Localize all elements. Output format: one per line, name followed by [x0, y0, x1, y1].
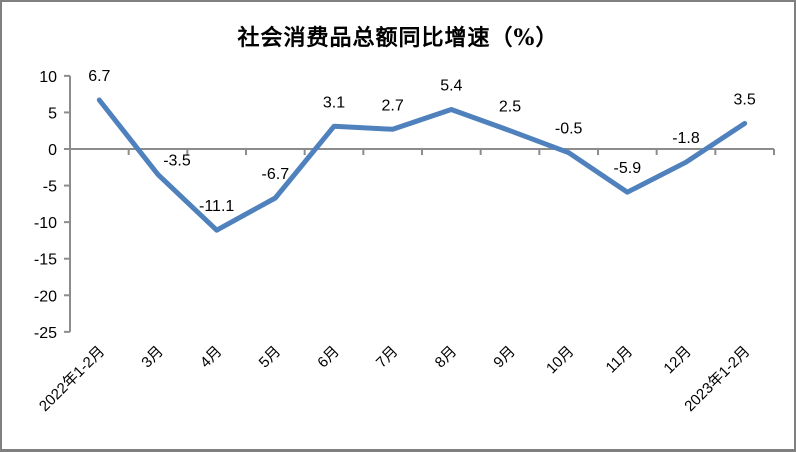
x-axis-category-label: 10月: [543, 343, 577, 377]
data-point-label: -5.9: [614, 160, 642, 177]
x-axis-category-label: 8月: [432, 343, 461, 372]
data-point-label: 3.1: [323, 94, 345, 111]
data-point-label: 2.5: [499, 99, 521, 116]
y-axis-tick-label: 10: [39, 69, 57, 86]
x-axis-category-label: 2022年1-2月: [36, 343, 108, 415]
data-point-label: 5.4: [440, 78, 462, 95]
x-axis-category-label: 3月: [138, 343, 167, 372]
chart-title: 社会消费品总额同比增速（%）: [237, 25, 559, 51]
data-point-label: 3.5: [734, 91, 756, 108]
data-point-label: -11.1: [199, 198, 234, 215]
y-axis-tick-label: 0: [48, 142, 57, 159]
data-point-label: -3.5: [163, 153, 191, 170]
x-axis-category-label: 5月: [256, 343, 285, 372]
y-axis-tick-label: -5: [43, 179, 57, 196]
x-axis-category-label: 6月: [314, 343, 343, 372]
x-axis-category-label: 9月: [490, 343, 519, 372]
y-axis-tick-label: -10: [34, 215, 57, 232]
data-point-label: -6.7: [262, 166, 290, 183]
x-axis-category-label: 4月: [197, 343, 226, 372]
x-axis-category-label: 12月: [660, 343, 694, 377]
y-axis-tick-label: 5: [48, 105, 57, 122]
data-point-label: 2.7: [382, 97, 404, 114]
y-axis-tick-label: -20: [34, 288, 57, 305]
x-axis-category-label: 7月: [373, 343, 402, 372]
data-point-label: -0.5: [555, 121, 583, 138]
data-point-label: -1.8: [672, 130, 700, 147]
x-axis-category-label: 11月: [603, 343, 637, 377]
y-axis-tick-label: -25: [34, 325, 57, 342]
data-point-label: 6.7: [88, 68, 110, 85]
data-series-line: [96, 97, 748, 233]
y-axis-tick-label: -15: [34, 252, 57, 269]
